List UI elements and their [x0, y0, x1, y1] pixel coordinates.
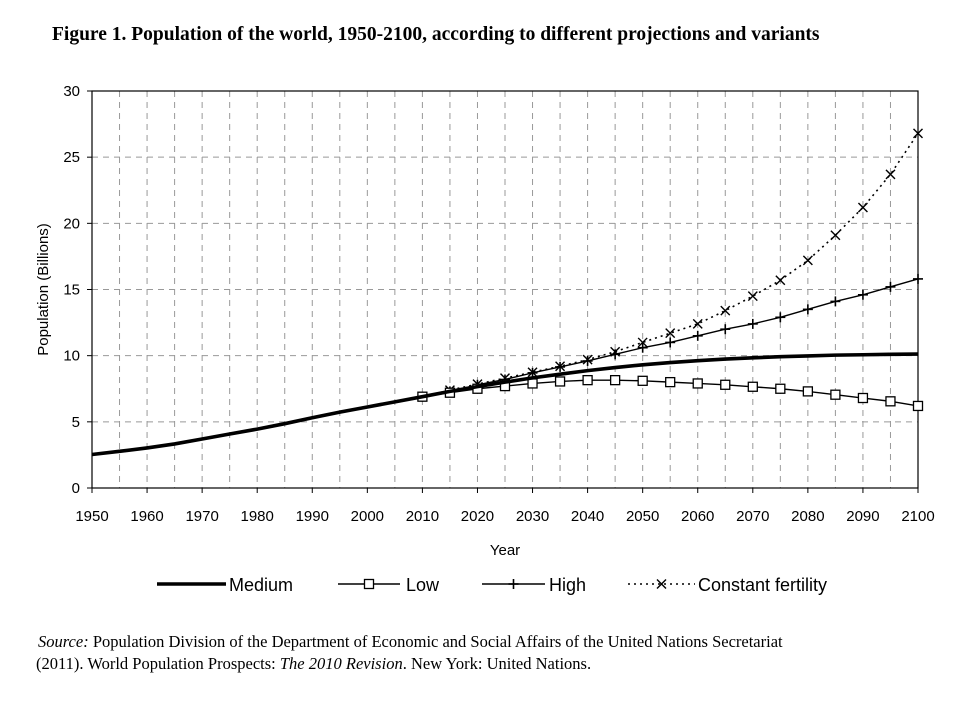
data-point-x: [692, 318, 703, 329]
data-point-plus: [508, 579, 519, 589]
data-point-x: [802, 255, 813, 266]
data-point-square: [775, 383, 786, 394]
x-tick-label: 2040: [571, 508, 604, 525]
y-tick-label: 0: [72, 480, 80, 497]
source-text-2c: . New York: United Nations.: [402, 654, 592, 673]
x-tick-label: 2000: [351, 508, 384, 525]
data-point-x: [857, 202, 868, 213]
data-point-plus: [913, 273, 923, 284]
x-tick-label: 2010: [406, 508, 439, 525]
data-point-x: [913, 128, 923, 139]
data-point-square: [885, 396, 896, 407]
legend-item-high: High: [482, 575, 586, 595]
legend-item-constant-fertility: Constant fertility: [628, 575, 827, 595]
source-text-1: Population Division of the Department of…: [88, 632, 783, 651]
data-point-x: [747, 291, 758, 302]
source-note: Source: Population Division of the Depar…: [36, 631, 938, 675]
x-tick-label: 2090: [846, 508, 879, 525]
data-point-square: [609, 374, 621, 386]
source-line-1: Source: Population Division of the Depar…: [38, 631, 938, 653]
data-point-plus: [720, 324, 731, 335]
source-text-2a: (2011). World Population Prospects:: [36, 654, 280, 673]
data-point-square: [363, 578, 375, 590]
y-axis-title: Population (Billions): [35, 223, 52, 356]
data-point-plus: [830, 296, 841, 307]
legend-item-low: Low: [338, 575, 440, 595]
figure-title: Figure 1. Population of the world, 1950-…: [52, 24, 820, 45]
x-tick-label: 2070: [736, 508, 769, 525]
data-point-square: [857, 392, 869, 404]
y-tick-label: 25: [63, 149, 80, 166]
data-point-plus: [775, 312, 786, 323]
source-line-2: (2011). World Population Prospects: The …: [36, 653, 938, 675]
data-point-plus: [692, 330, 703, 341]
data-point-plus: [555, 361, 566, 372]
x-tick-label: 2100: [901, 508, 934, 525]
axes-layer: 1950 1960 1970 1980 1990 2000 2010 2020 2030 2040…: [35, 83, 935, 559]
data-point-plus: [747, 318, 758, 329]
data-point-x: [656, 579, 667, 589]
data-point-square: [554, 376, 566, 387]
x-tick-label: 2080: [791, 508, 824, 525]
data-point-plus: [665, 337, 676, 348]
legend-label-low: Low: [406, 575, 440, 595]
data-point-square: [747, 381, 758, 392]
data-point-plus: [610, 349, 621, 360]
data-point-x: [665, 328, 676, 339]
data-point-square: [830, 389, 841, 400]
source-publication: The 2010 Revision: [279, 654, 403, 673]
source-label: Source:: [38, 632, 89, 651]
x-tick-label: 1990: [296, 508, 329, 525]
legend: Medium Low High Constant fertility: [157, 575, 827, 595]
series-medium: [91, 352, 919, 457]
data-point-x: [775, 275, 786, 286]
series-layer: [91, 128, 924, 457]
x-tick-label: 1970: [185, 508, 218, 525]
data-point-plus: [582, 355, 593, 366]
data-point-square: [912, 400, 924, 412]
legend-label-high: High: [549, 575, 586, 595]
data-point-square: [692, 378, 703, 389]
legend-label-medium: Medium: [229, 575, 293, 595]
data-point-plus: [857, 289, 868, 300]
data-point-plus: [637, 342, 648, 353]
data-point-square: [527, 378, 538, 389]
y-tick-label: 15: [63, 282, 80, 299]
series-line-medium: [91, 352, 919, 457]
data-point-x: [885, 169, 896, 180]
data-point-square: [720, 379, 731, 390]
y-tick-label: 30: [63, 83, 80, 100]
data-point-square: [637, 375, 648, 386]
x-tick-label: 1980: [241, 508, 274, 525]
data-point-x: [830, 230, 841, 241]
y-tick-label: 5: [72, 414, 80, 431]
x-tick-label: 2030: [516, 508, 549, 525]
x-tick-label: 2060: [681, 508, 714, 525]
x-tick-label: 1950: [75, 508, 108, 525]
data-point-x: [720, 305, 731, 316]
y-tick-label: 10: [63, 348, 80, 365]
y-tick-label: 20: [63, 215, 80, 232]
grid-layer: [92, 91, 918, 488]
x-tick-label: 2020: [461, 508, 494, 525]
legend-label-constant-fertility: Constant fertility: [698, 575, 827, 595]
x-axis-title: Year: [490, 542, 520, 559]
data-point-plus: [802, 304, 813, 315]
data-point-square: [582, 374, 593, 386]
legend-item-medium: Medium: [157, 575, 293, 595]
data-point-square: [665, 376, 676, 388]
data-point-square: [802, 386, 814, 397]
x-tick-label: 2050: [626, 508, 659, 525]
data-point-plus: [885, 281, 896, 292]
data-point-x: [637, 337, 648, 348]
x-tick-label: 1960: [130, 508, 163, 525]
